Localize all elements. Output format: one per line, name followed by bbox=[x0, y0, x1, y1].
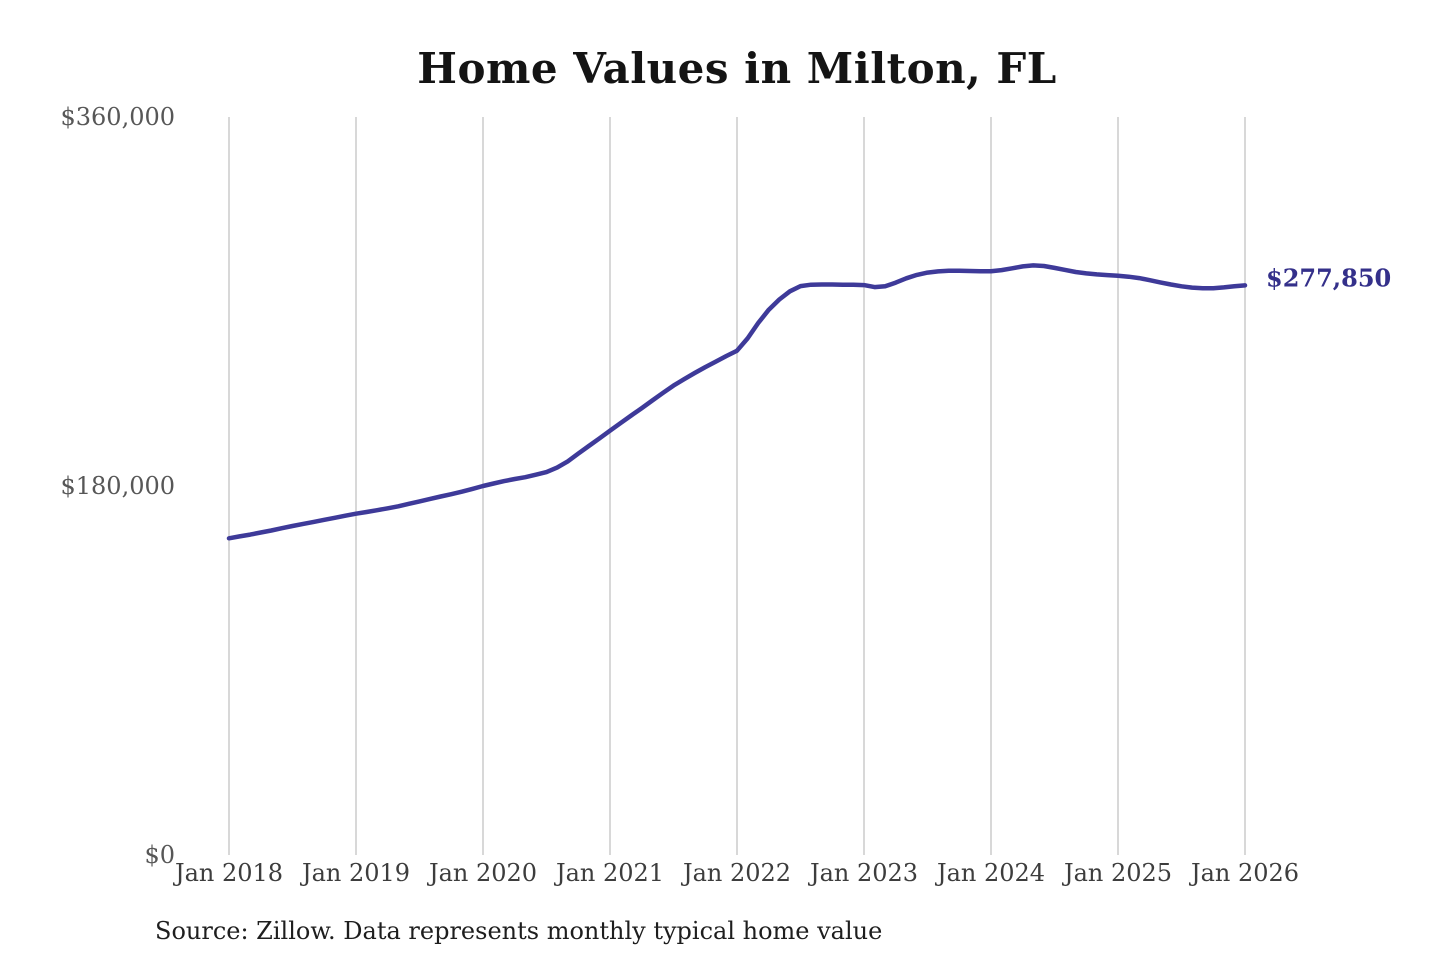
y-tick-label: $180,000 bbox=[60, 472, 175, 500]
x-tick-label: Jan 2023 bbox=[809, 859, 919, 887]
y-tick-label: $360,000 bbox=[60, 103, 175, 131]
current-value-label: $277,850 bbox=[1266, 263, 1392, 293]
x-tick-label: Jan 2020 bbox=[428, 859, 538, 887]
x-tick-label: Jan 2024 bbox=[936, 859, 1046, 887]
x-tick-label: Jan 2026 bbox=[1190, 859, 1300, 887]
x-tick-label: Jan 2025 bbox=[1063, 859, 1173, 887]
source-note: Source: Zillow. Data represents monthly … bbox=[155, 917, 883, 945]
home-value-series-line bbox=[226, 263, 1248, 541]
x-tick-label: Jan 2018 bbox=[174, 859, 284, 887]
chart-title: Home Values in Milton, FL bbox=[417, 44, 1057, 93]
x-tick-label: Jan 2019 bbox=[301, 859, 411, 887]
x-tick-label: Jan 2022 bbox=[682, 859, 792, 887]
x-tick-label: Jan 2021 bbox=[555, 859, 665, 887]
y-tick-label: $0 bbox=[144, 841, 175, 869]
